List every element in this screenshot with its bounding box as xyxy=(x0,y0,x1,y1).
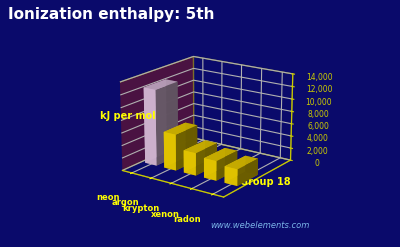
Text: www.webelements.com: www.webelements.com xyxy=(210,221,310,230)
Text: Ionization enthalpy: 5th: Ionization enthalpy: 5th xyxy=(8,7,214,22)
